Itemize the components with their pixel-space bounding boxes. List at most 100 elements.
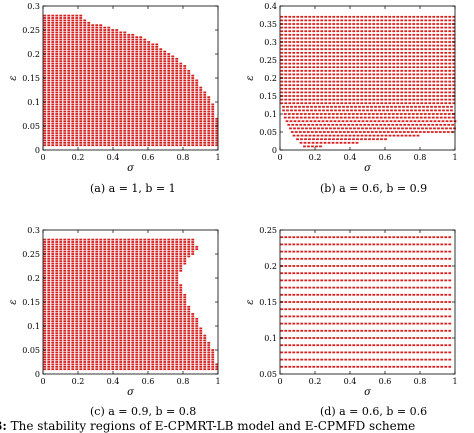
data-point	[91, 358, 95, 361]
data-point	[292, 55, 296, 58]
data-point	[95, 117, 99, 120]
data-point	[87, 24, 91, 27]
data-point	[87, 137, 91, 139]
data-point	[143, 127, 147, 130]
data-point	[163, 53, 167, 55]
data-point	[171, 65, 175, 67]
data-point	[175, 327, 179, 330]
data-point	[179, 62, 183, 65]
data-point	[338, 109, 341, 112]
data-point	[424, 84, 428, 87]
data-point	[119, 36, 123, 39]
data-point	[127, 53, 131, 55]
data-point	[404, 41, 408, 43]
data-point	[95, 134, 99, 137]
data-point	[139, 77, 143, 79]
data-point	[147, 325, 151, 327]
data-point	[123, 353, 127, 356]
data-point	[75, 72, 79, 75]
data-point	[155, 79, 159, 82]
data-point	[338, 131, 342, 133]
data-point	[83, 353, 87, 356]
data-point	[59, 127, 63, 130]
data-point	[151, 346, 155, 349]
data-point	[179, 65, 183, 67]
data-point	[43, 363, 47, 366]
data-point	[135, 86, 139, 89]
data-point	[324, 41, 328, 43]
data-point	[159, 296, 163, 299]
data-point	[87, 31, 91, 34]
data-point	[111, 313, 115, 315]
data-point	[79, 368, 83, 371]
data-point	[376, 15, 380, 18]
data-point	[43, 317, 47, 320]
data-point	[115, 117, 119, 120]
data-point	[95, 122, 99, 125]
data-point	[63, 31, 67, 34]
data-point	[87, 79, 91, 82]
data-point	[59, 337, 63, 339]
data-point	[171, 84, 175, 87]
data-point	[296, 69, 300, 72]
data-point	[111, 60, 115, 63]
data-point	[332, 91, 336, 94]
data-point	[71, 339, 75, 342]
data-point	[151, 48, 155, 51]
data-point	[416, 41, 420, 43]
data-point	[300, 66, 304, 69]
data-point	[111, 105, 115, 108]
data-point	[296, 41, 300, 43]
data-point	[195, 96, 199, 99]
data-point	[280, 91, 284, 94]
data-point	[119, 93, 123, 96]
data-point	[407, 123, 411, 126]
data-point	[423, 116, 427, 119]
marker-row	[43, 74, 195, 77]
data-point	[131, 310, 135, 313]
data-point	[280, 26, 284, 29]
data-point	[450, 109, 453, 112]
data-point	[448, 62, 452, 65]
data-point	[372, 59, 376, 61]
data-point	[437, 127, 440, 130]
data-point	[191, 327, 195, 330]
data-point	[63, 144, 67, 147]
data-point	[91, 67, 95, 70]
data-point	[111, 79, 115, 82]
data-point	[380, 48, 384, 51]
data-point	[376, 19, 380, 22]
data-point	[364, 41, 368, 43]
data-point	[119, 50, 123, 53]
data-point	[63, 303, 67, 306]
data-point	[284, 23, 288, 25]
data-point	[87, 296, 91, 299]
data-point	[99, 108, 103, 111]
data-point	[381, 120, 385, 123]
data-point	[368, 69, 372, 72]
data-point	[123, 98, 127, 101]
data-point	[284, 77, 288, 79]
marker-row	[43, 310, 191, 313]
data-point	[103, 31, 107, 34]
marker-row	[43, 57, 179, 60]
data-point	[167, 341, 171, 344]
data-point	[63, 113, 67, 115]
data-point	[119, 329, 123, 332]
data-point	[171, 144, 175, 147]
data-point	[280, 19, 284, 22]
data-point	[183, 293, 187, 296]
data-point	[376, 98, 380, 101]
data-point	[183, 125, 187, 127]
data-point	[103, 41, 107, 43]
data-point	[79, 144, 83, 147]
data-point	[416, 102, 420, 105]
data-point	[179, 134, 183, 137]
data-point	[179, 301, 183, 303]
data-point	[67, 310, 71, 313]
data-point	[87, 329, 91, 332]
data-point	[328, 95, 332, 97]
data-point	[143, 45, 147, 48]
data-point	[451, 116, 455, 119]
data-point	[289, 120, 293, 123]
